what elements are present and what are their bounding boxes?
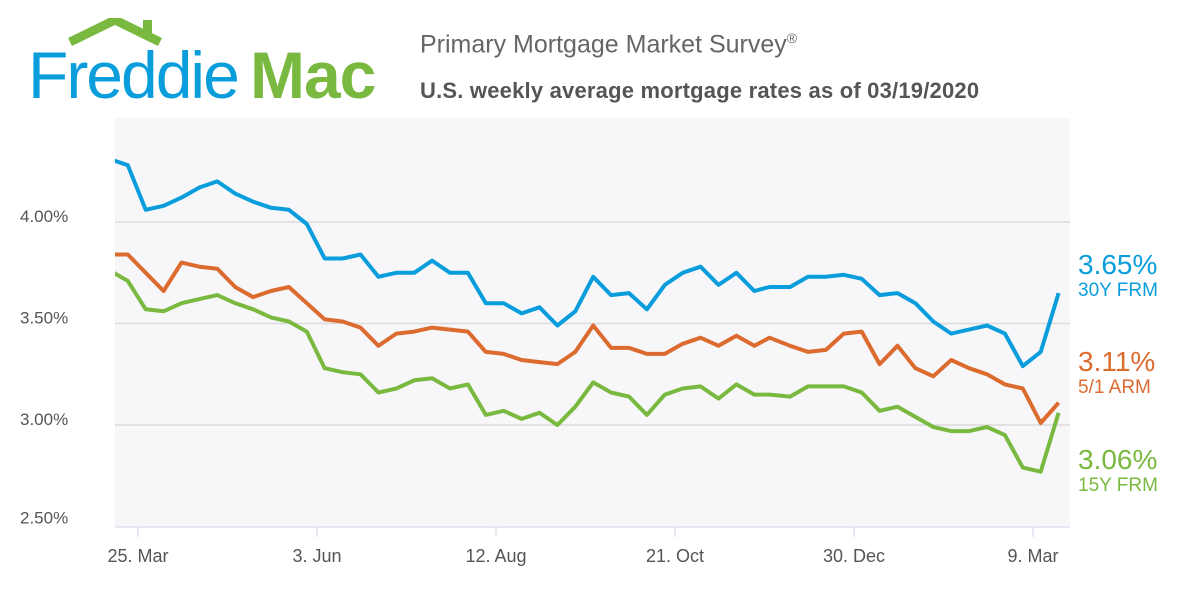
freddie-mac-logo: Freddie Mac [28, 14, 388, 112]
logo-chimney [143, 20, 152, 34]
x-tick-label: 3. Jun [292, 546, 341, 566]
chart-title-text: Primary Mortgage Market Survey [420, 30, 787, 59]
logo-roof-icon [68, 14, 162, 47]
plot-area [115, 118, 1070, 527]
x-tick-label: 30. Dec [823, 546, 885, 566]
legend-30y: 3.65% 30Y FRM [1078, 250, 1158, 302]
latest-value-15y: 3.06% [1078, 444, 1158, 475]
logo-text-freddie: Freddie [28, 38, 238, 108]
latest-value-arm: 3.11% [1078, 346, 1156, 377]
y-tick-label: 4.00% [20, 207, 68, 226]
series-line-15y-frm [115, 271, 1061, 474]
chart-title: Primary Mortgage Market Survey® [420, 30, 797, 59]
logo-text-mac: Mac [250, 38, 375, 108]
x-tick-label: 25. Mar [107, 546, 168, 566]
y-tick-label: 3.00% [20, 410, 68, 429]
latest-value-30y: 3.65% [1078, 249, 1158, 280]
legend-15y: 3.06% 15Y FRM [1078, 445, 1158, 497]
logo-graphic: Freddie Mac [28, 14, 376, 112]
y-tick-label: 2.50% [20, 509, 68, 528]
series-name-15y: 15Y FRM [1078, 475, 1158, 496]
series-line-30y-frm [115, 158, 1061, 369]
series-name-30y: 30Y FRM [1078, 280, 1158, 301]
chart-subtitle: U.S. weekly average mortgage rates as of… [420, 78, 980, 103]
legend-arm: 3.11% 5/1 ARM [1078, 347, 1155, 399]
registered-mark: ® [786, 30, 798, 46]
x-tick-label: 21. Oct [646, 546, 704, 566]
series-name-arm: 5/1 ARM [1078, 377, 1151, 398]
series-line-5-1-arm [115, 252, 1061, 425]
x-tick-label: 9. Mar [1007, 546, 1058, 566]
x-tick-label: 12. Aug [465, 546, 526, 566]
y-tick-label: 3.50% [20, 309, 68, 328]
